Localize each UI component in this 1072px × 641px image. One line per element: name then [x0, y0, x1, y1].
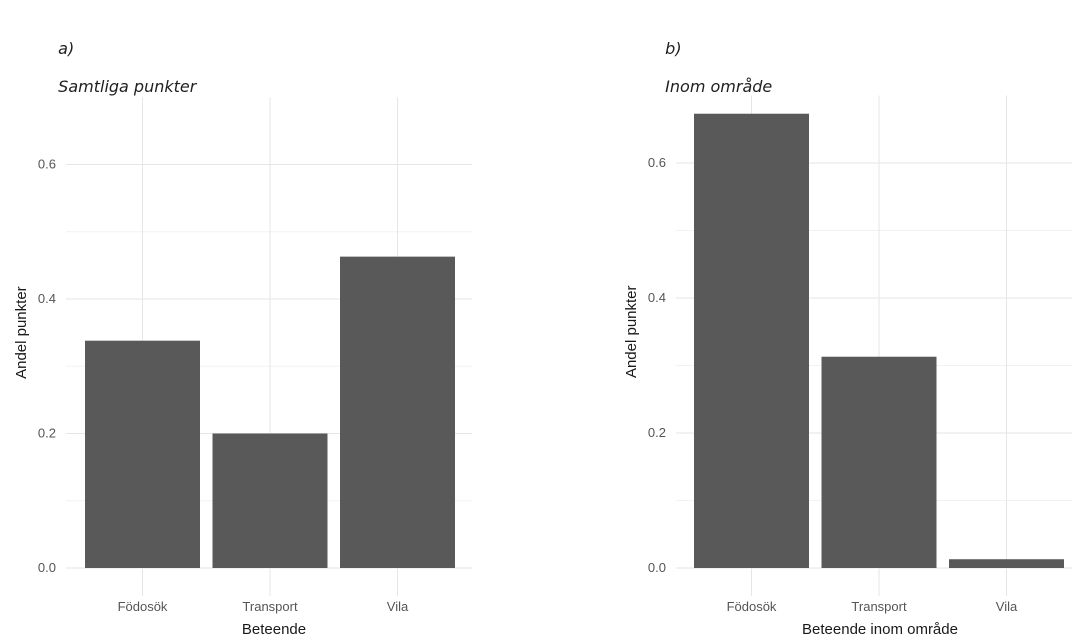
panel-a-label: a) Samtliga punkter: [48, 20, 196, 96]
chart-a-xtick-label: Vila: [387, 599, 409, 614]
chart-a-bar-2: [212, 433, 328, 568]
chart-a-bar-3: [340, 256, 455, 568]
chart-b-ytick-label: 0.2: [648, 425, 666, 440]
chart-b-bar-2: [821, 356, 937, 568]
chart-b-bar-1: [694, 113, 809, 568]
chart-b-x-axis-title: Beteende inom område: [802, 621, 958, 638]
chart-a-bar-1: [85, 340, 200, 568]
chart-b-xtick-label: Födosök: [727, 599, 777, 614]
chart-a-xtick-label: Transport: [242, 599, 298, 614]
chart-a-y-axis-title: Andel punkter: [13, 286, 30, 379]
panel-a-title: Samtliga punkter: [58, 77, 197, 96]
chart-b-ytick-label: 0.4: [648, 290, 666, 305]
chart-b-ytick-label: 0.0: [648, 560, 666, 575]
chart-b-xtick-label: Transport: [851, 599, 907, 614]
panel-b-label: b) Inom område: [655, 20, 772, 96]
chart-a-ytick-label: 0.0: [38, 560, 56, 575]
chart-b-y-axis-title: Andel punkter: [623, 285, 640, 378]
chart-a-group: 0.0 0.2 0.4 0.6 Födosök Transport Vila Beteende…: [13, 97, 472, 638]
panel-a-letter: a): [58, 39, 75, 58]
panel-b-title: Inom område: [665, 77, 773, 96]
chart-b-xtick-label: Vila: [996, 599, 1018, 614]
chart-a-ytick-label: 0.2: [38, 426, 56, 441]
chart-a-ytick-label: 0.4: [38, 291, 56, 306]
chart-b-group: 0.0 0.2 0.4 0.6 Födosök Transport Vila Beteende…: [623, 95, 1072, 638]
chart-b-bar-3: [949, 559, 1064, 568]
chart-a-xtick-label: Födosök: [118, 599, 168, 614]
panel-b-letter: b): [665, 39, 682, 58]
chart-a-ytick-label: 0.6: [38, 157, 56, 172]
chart-b-ytick-label: 0.6: [648, 155, 666, 170]
chart-a-x-axis-title: Beteende: [242, 621, 306, 638]
